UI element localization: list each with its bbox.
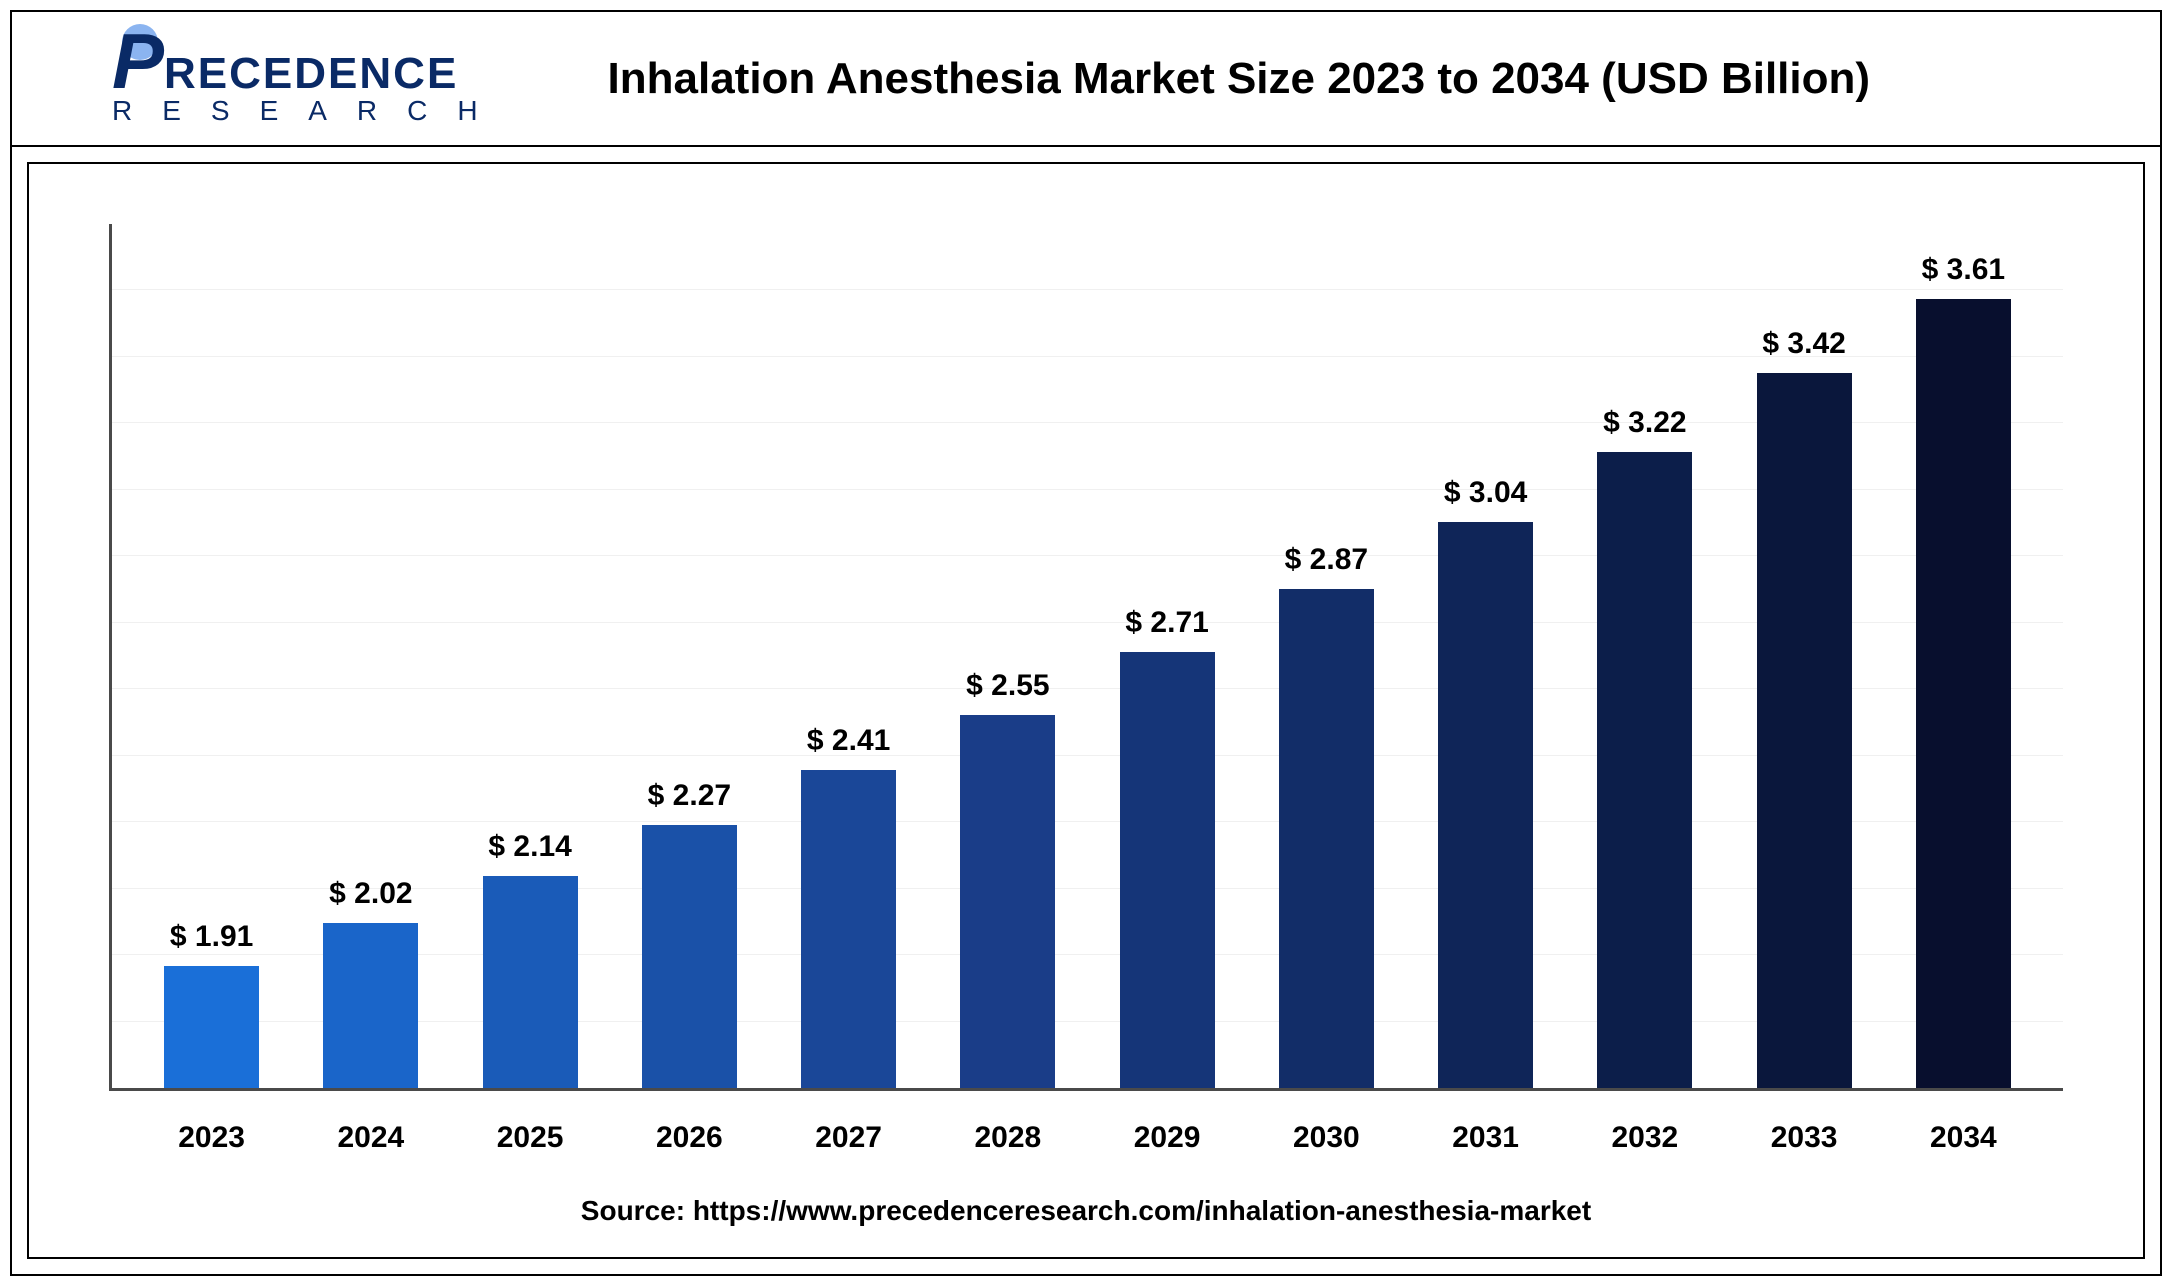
- bar-group: $ 2.41: [769, 224, 928, 1088]
- x-axis-label: 2024: [291, 1121, 450, 1155]
- logo-top: P RECEDENCE: [112, 30, 458, 99]
- logo-brand: RECEDENCE: [164, 49, 458, 99]
- bar-group: $ 3.42: [1725, 224, 1884, 1088]
- bar-rect: [1757, 373, 1852, 1088]
- bar-value-label: $ 2.02: [329, 877, 412, 911]
- x-axis-label: 2027: [769, 1121, 928, 1155]
- bar-value-label: $ 2.87: [1285, 543, 1368, 577]
- bar-group: $ 2.71: [1088, 224, 1247, 1088]
- bar-value-label: $ 1.91: [170, 920, 253, 954]
- x-axis-label: 2025: [451, 1121, 610, 1155]
- bar-rect: [1916, 299, 2011, 1088]
- chart-container: $ 1.91 $ 2.02 $ 2.14 $ 2.27 $ 2.41 $ 2.55 $ 2.…: [12, 147, 2160, 1274]
- bar-rect: [323, 923, 418, 1088]
- chart-title: Inhalation Anesthesia Market Size 2023 t…: [548, 54, 2130, 104]
- bar-group: $ 3.61: [1884, 224, 2043, 1088]
- bar-value-label: $ 3.61: [1922, 253, 2005, 287]
- bar-value-label: $ 2.41: [807, 724, 890, 758]
- bar-rect: [1279, 589, 1374, 1088]
- x-axis-label: 2034: [1884, 1121, 2043, 1155]
- bar-rect: [1597, 452, 1692, 1088]
- bar-value-label: $ 2.14: [488, 830, 571, 864]
- x-axis-label: 2026: [610, 1121, 769, 1155]
- x-axis: 2023202420252026202720282029203020312032…: [112, 1091, 2063, 1155]
- bar-rect: [164, 966, 259, 1088]
- bar-rect: [483, 876, 578, 1088]
- chart-inner: $ 1.91 $ 2.02 $ 2.14 $ 2.27 $ 2.41 $ 2.55 $ 2.…: [27, 162, 2145, 1259]
- chart-frame: P RECEDENCE RESEARCH Inhalation Anesthes…: [10, 10, 2162, 1276]
- bar-value-label: $ 2.27: [648, 779, 731, 813]
- bars-layer: $ 1.91 $ 2.02 $ 2.14 $ 2.27 $ 2.41 $ 2.55 $ 2.…: [112, 224, 2063, 1088]
- bar-group: $ 2.27: [610, 224, 769, 1088]
- header-row: P RECEDENCE RESEARCH Inhalation Anesthes…: [12, 12, 2160, 147]
- bar-group: $ 3.22: [1565, 224, 1724, 1088]
- bar-value-label: $ 3.04: [1444, 476, 1527, 510]
- x-axis-label: 2029: [1088, 1121, 1247, 1155]
- bar-group: $ 2.55: [928, 224, 1087, 1088]
- bar-rect: [1438, 522, 1533, 1088]
- x-axis-label: 2033: [1725, 1121, 1884, 1155]
- bar-rect: [1120, 652, 1215, 1088]
- bar-group: $ 2.02: [291, 224, 450, 1088]
- logo-p-glyph: P: [112, 30, 164, 92]
- bar-rect: [642, 825, 737, 1088]
- x-axis-label: 2023: [132, 1121, 291, 1155]
- bar-group: $ 1.91: [132, 224, 291, 1088]
- logo: P RECEDENCE RESEARCH: [42, 30, 508, 127]
- bar-group: $ 3.04: [1406, 224, 1565, 1088]
- logo-subtext: RESEARCH: [112, 95, 508, 127]
- bar-value-label: $ 2.71: [1125, 606, 1208, 640]
- bar-value-label: $ 3.42: [1762, 327, 1845, 361]
- source-text: Source: https://www.precedenceresearch.c…: [109, 1195, 2063, 1227]
- bar-value-label: $ 2.55: [966, 669, 1049, 703]
- x-axis-label: 2031: [1406, 1121, 1565, 1155]
- bar-rect: [960, 715, 1055, 1088]
- bar-value-label: $ 3.22: [1603, 406, 1686, 440]
- bar-rect: [801, 770, 896, 1088]
- x-axis-label: 2032: [1565, 1121, 1724, 1155]
- plot-area: $ 1.91 $ 2.02 $ 2.14 $ 2.27 $ 2.41 $ 2.55 $ 2.…: [109, 224, 2063, 1091]
- bar-group: $ 2.14: [451, 224, 610, 1088]
- x-axis-label: 2030: [1247, 1121, 1406, 1155]
- bar-group: $ 2.87: [1247, 224, 1406, 1088]
- x-axis-label: 2028: [928, 1121, 1087, 1155]
